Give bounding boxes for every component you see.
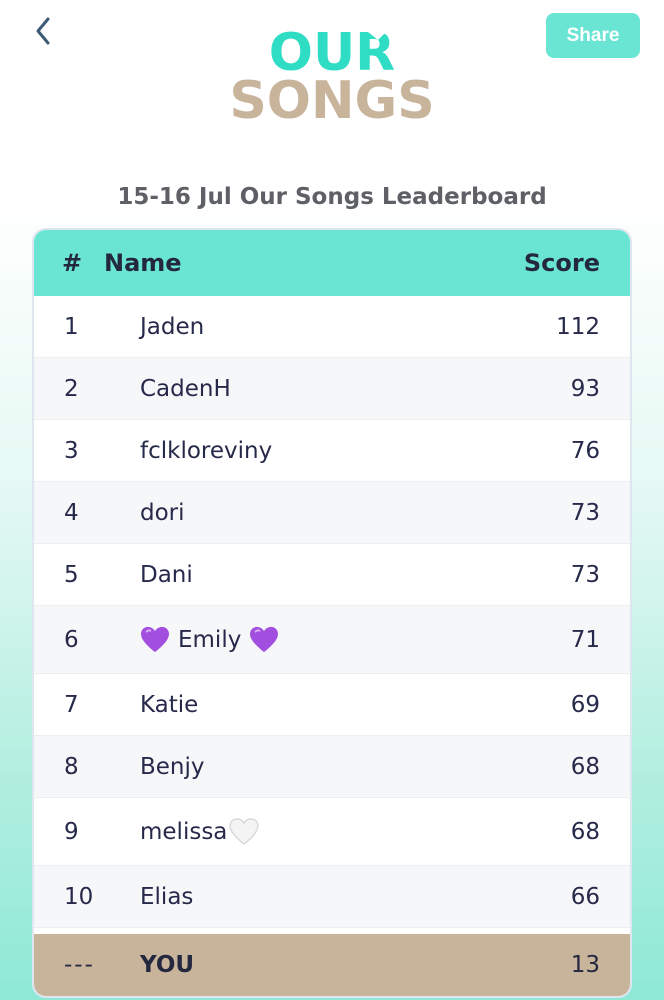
row-score: 93 (570, 375, 600, 402)
row-name: Jaden (140, 313, 205, 340)
row-rank: 6 (64, 626, 79, 653)
purple-heart-icon (141, 626, 169, 652)
row-rank: 8 (64, 753, 79, 780)
your-rank-row: --- YOU 13 (34, 934, 630, 996)
row-score: 76 (570, 437, 600, 464)
row-name: fclkloreviny (140, 437, 273, 464)
leaderboard-row: 4 dori 73 (34, 482, 630, 544)
our-songs-logo: OUR SONGS (232, 23, 432, 128)
leaderboard-row: 8 Benjy 68 (34, 736, 630, 798)
leaderboard-row: 9 melissa 68 (34, 798, 630, 866)
row-name-decorated: melissa (140, 817, 260, 846)
back-button[interactable] (26, 14, 60, 48)
column-header-rank: # (62, 249, 83, 277)
row-rank: 10 (64, 883, 94, 910)
row-name: Dani (140, 561, 193, 588)
row-score: 112 (556, 313, 600, 340)
row-name: Katie (140, 691, 199, 718)
row-name: Emily (178, 626, 242, 653)
leaderboard-title: 15-16 Jul Our Songs Leaderboard (117, 184, 547, 210)
row-rank: 9 (64, 818, 79, 845)
row-name: CadenH (140, 375, 231, 402)
row-name: melissa (140, 818, 228, 845)
leaderboard-row: 3 fclkloreviny 76 (34, 420, 630, 482)
row-name: dori (140, 499, 185, 526)
column-header-name: Name (104, 249, 182, 277)
leaderboard-header: # Name Score (34, 230, 630, 296)
row-rank: 3 (64, 437, 79, 464)
row-rank: 1 (64, 313, 79, 340)
row-name-decorated: Emily (140, 626, 279, 654)
leaderboard-row: 10 Elias 66 (34, 866, 630, 928)
row-score: 68 (570, 753, 600, 780)
row-score: 73 (570, 561, 600, 588)
leaderboard-row: 2 CadenH 93 (34, 358, 630, 420)
leaderboard-row: 6 Emily 71 (34, 606, 630, 674)
row-score: 73 (570, 499, 600, 526)
row-score: 69 (570, 691, 600, 718)
row-score: 68 (570, 818, 600, 845)
chevron-left-icon (36, 17, 50, 45)
row-rank: 5 (64, 561, 79, 588)
white-heart-icon (229, 817, 260, 845)
your-name: YOU (140, 952, 195, 978)
your-score: 13 (570, 952, 600, 978)
row-score: 71 (570, 626, 600, 653)
row-name: Elias (140, 883, 194, 910)
row-rank: 4 (64, 499, 79, 526)
svg-text:SONGS: SONGS (232, 71, 432, 128)
your-rank: --- (64, 952, 95, 978)
leaderboard-row: 7 Katie 69 (34, 674, 630, 736)
purple-heart-icon (250, 626, 279, 652)
row-score: 66 (570, 883, 600, 910)
share-button[interactable]: Share (546, 13, 640, 58)
row-rank: 7 (64, 691, 79, 718)
row-name: Benjy (140, 753, 205, 780)
row-rank: 2 (64, 375, 79, 402)
leaderboard-row: 1 Jaden 112 (34, 296, 630, 358)
leaderboard-table: # Name Score 1 Jaden 112 2 CadenH 93 3 f… (32, 228, 632, 998)
leaderboard-row: 5 Dani 73 (34, 544, 630, 606)
column-header-score: Score (523, 249, 600, 277)
